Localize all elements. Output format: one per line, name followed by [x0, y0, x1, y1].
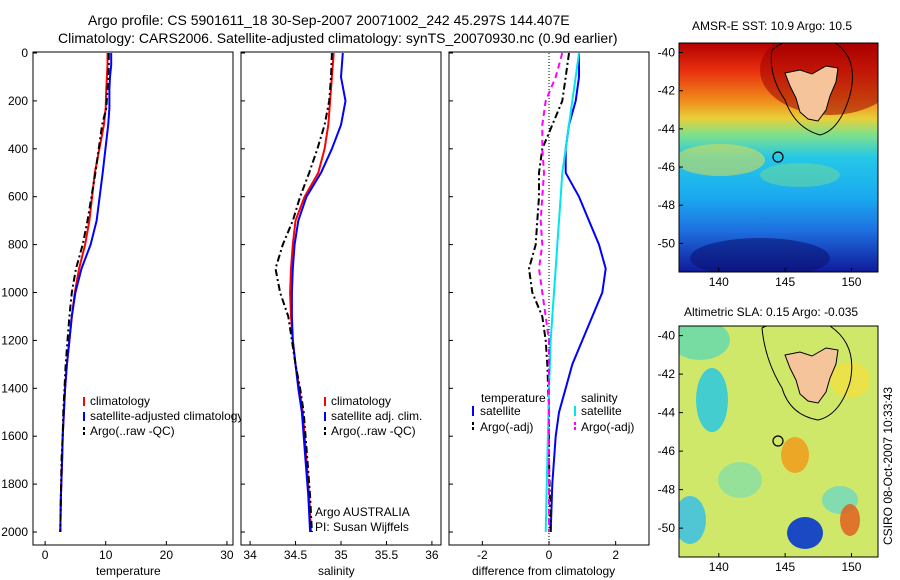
sst-map-title: AMSR-E SST: 10.9 Argo: 10.5 — [692, 19, 852, 33]
map-x-tick-label: 140 — [709, 560, 729, 574]
sla-low-patch — [718, 462, 762, 498]
legend-title-temperature: temperature — [481, 391, 546, 405]
difference-xlabel: difference from climatology — [472, 564, 615, 578]
x-tick-label: 30 — [220, 548, 234, 562]
legend-temperature-argo: Argo(-adj) — [480, 420, 533, 434]
x-tick-label: 34.5 — [284, 548, 308, 562]
y-tick-label: 200 — [8, 94, 28, 108]
legend-argo: Argo(..raw -QC) — [90, 424, 175, 438]
salinity-xlabel: salinity — [318, 564, 355, 578]
x-tick-label: 0 — [546, 548, 553, 562]
series-line-temperature-argo-adj — [528, 52, 570, 533]
map-x-tick-label: 150 — [841, 275, 861, 289]
temperature-xlabel: temperature — [96, 564, 161, 578]
x-tick-label: 2 — [612, 548, 619, 562]
map-y-tick-label: -44 — [658, 406, 676, 420]
legend-salinity-argo: Argo(-adj) — [581, 420, 634, 434]
map-y-tick-label: -48 — [658, 483, 676, 497]
x-tick-label: -2 — [477, 548, 488, 562]
annotation-pi: PI: Susan Wijffels — [315, 520, 409, 534]
map-x-tick-label: 145 — [775, 275, 795, 289]
y-tick-label: 2000 — [1, 525, 28, 539]
series-line-argo-raw-qc — [274, 52, 333, 533]
series-line-salinity-argo-adj — [538, 52, 564, 532]
y-tick-label: 400 — [8, 142, 28, 156]
sla-map-panel: Altimetric SLA: 0.15 Argo: -0.035 -40 -42… — [658, 305, 879, 574]
sst-cold-patch — [690, 238, 830, 272]
tasmania-landmass — [784, 347, 839, 404]
map-x-tick-label: 140 — [709, 275, 729, 289]
y-tick-label: 1600 — [1, 429, 28, 443]
series-line-satellite-adj-clim — [290, 52, 347, 533]
y-tick-label: 1000 — [1, 286, 28, 300]
sst-front-patch — [679, 144, 765, 176]
temperature-panel: 0 200 400 600 800 1000 1200 1400 1600 1800 2000 0 1… — [1, 46, 243, 578]
temperature-legend: climatology satellite-adjusted climatolo… — [83, 394, 243, 438]
map-y-tick-label: -46 — [658, 160, 676, 174]
legend-satellite-adjusted: satellite-adjusted climatology — [90, 409, 243, 423]
map-y-tick-label: -42 — [658, 367, 676, 381]
x-tick-label: 20 — [160, 548, 174, 562]
sla-low-patch — [696, 368, 728, 432]
legend-satellite-adj: satellite adj. clim. — [331, 409, 422, 423]
temperature-plot-area — [32, 51, 234, 546]
figure-title-line1: Argo profile: CS 5901611_18 30-Sep-2007 … — [88, 12, 570, 28]
map-x-tick-label: 150 — [841, 560, 861, 574]
map-y-tick-label: -46 — [658, 444, 676, 458]
shelf-contour — [770, 43, 853, 136]
sla-map-title: Altimetric SLA: 0.15 Argo: -0.035 — [684, 305, 858, 319]
x-tick-label: 34 — [243, 548, 257, 562]
series-line-argo-raw-qc — [59, 53, 110, 533]
y-tick-label: 800 — [8, 238, 28, 252]
profile-location-marker — [772, 435, 784, 447]
map-x-tick-label: 145 — [775, 560, 795, 574]
sla-low-patch — [679, 496, 706, 544]
map-y-tick-label: -40 — [658, 46, 676, 60]
profile-location-marker — [772, 151, 784, 163]
y-tick-label: 1400 — [1, 381, 28, 395]
series-line-satellite-adjusted-climatology — [59, 53, 113, 533]
legend-salinity-satellite: satellite — [581, 404, 622, 418]
x-tick-label: 35.5 — [375, 548, 399, 562]
annotation-argo-australia: Argo AUSTRALIA — [315, 505, 410, 519]
legend-climatology: climatology — [331, 394, 391, 408]
y-tick-label: 600 — [8, 190, 28, 204]
map-y-tick-label: -44 — [658, 122, 676, 136]
y-tick-label: 0 — [21, 46, 28, 60]
salinity-plot-area — [240, 51, 442, 546]
x-tick-label: 36 — [425, 548, 439, 562]
sla-low-patch — [679, 326, 730, 360]
map-y-tick-label: -40 — [658, 329, 676, 343]
sla-high-patch — [781, 437, 809, 473]
sla-high-patch — [840, 504, 860, 536]
y-tick-label: 1200 — [1, 333, 28, 347]
figure-title-line2: Climatology: CARS2006. Satellite-adjuste… — [58, 30, 618, 46]
sst-front-patch — [760, 163, 840, 187]
tasmania-landmass — [784, 65, 839, 122]
x-tick-label: 10 — [99, 548, 113, 562]
y-tick-label: 1800 — [1, 477, 28, 491]
x-tick-label: 0 — [42, 548, 49, 562]
legend-climatology: climatology — [90, 394, 150, 408]
map-y-tick-label: -42 — [658, 84, 676, 98]
sst-map-frame — [678, 42, 879, 273]
shelf-contour — [761, 326, 853, 421]
map-y-tick-label: -48 — [658, 198, 676, 212]
legend-temperature-satellite: satellite — [480, 404, 521, 418]
sla-low-patch — [787, 517, 823, 549]
salinity-panel: 34 34.5 35 35.5 36 salinity climatology sate… — [240, 51, 442, 578]
sst-map-panel: AMSR-E SST: 10.9 Argo: 10.5 -40 -42 -44 -46… — [658, 19, 879, 289]
timestamp-side-note: CSIRO 08-Oct-2007 10:33:43 — [881, 387, 895, 545]
sla-map-frame — [678, 325, 879, 558]
map-y-tick-label: -50 — [658, 236, 676, 250]
x-tick-label: 35 — [334, 548, 348, 562]
salinity-legend: climatology satellite adj. clim. Argo(..… — [324, 394, 422, 438]
map-y-tick-label: -50 — [658, 521, 676, 535]
legend-title-salinity: salinity — [581, 391, 618, 405]
difference-legend: temperature satellite Argo(-adj) salinit… — [472, 391, 634, 434]
legend-argo: Argo(..raw -QC) — [331, 424, 416, 438]
difference-panel: -2 0 2 difference from climatology tempera… — [448, 51, 650, 578]
